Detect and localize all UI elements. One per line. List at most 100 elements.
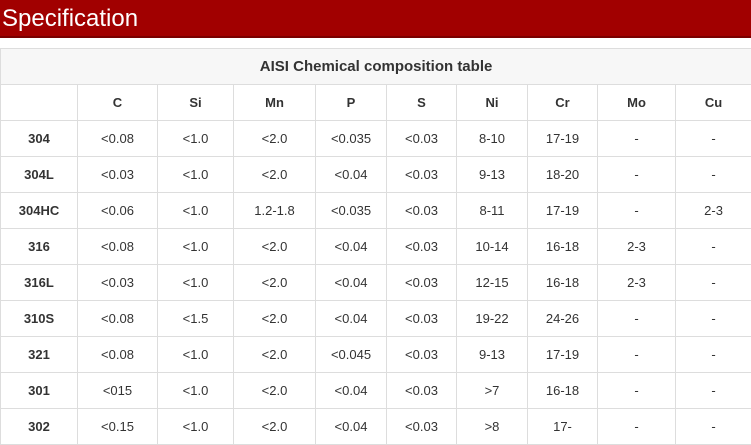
value-cell: - [597,120,676,157]
table-row: 301 <015 <1.0 <2.0 <0.04 <0.03 >7 16-18- - [0,372,751,409]
value-cell: <0.04 [315,372,387,409]
value-cell: >8 [456,408,528,445]
value-cell: <1.0 [157,336,234,373]
table-row: 310S <0.08 <1.5 <2.0 <0.04 <0.03 19-22 24-26- - [0,300,751,337]
value-cell: <0.03 [77,156,158,193]
grade-cell: 310S [0,300,78,337]
value-cell: <0.03 [386,372,457,409]
value-cell: 18-20 [527,156,598,193]
column-header: Cu [674,84,751,121]
value-cell: <0.03 [386,336,457,373]
value-cell: - [597,408,676,445]
grade-cell: 321 [0,336,78,373]
value-cell: <2.0 [233,264,316,301]
table-row: 316L <0.03 <1.0 <2.0 <0.04 <0.03 12-15 16-18 2-3… [0,264,751,301]
value-cell: >7 [456,372,528,409]
value-cell: <0.03 [386,156,457,193]
value-cell: - [674,408,751,445]
value-cell: 12-15 [456,264,528,301]
column-header: C [77,84,158,121]
value-cell: <1.0 [157,120,234,157]
value-cell: <2.0 [233,372,316,409]
grade-cell: 316L [0,264,78,301]
value-cell: <0.04 [315,156,387,193]
column-header: Cr [527,84,598,121]
value-cell: - [674,300,751,337]
table-row: 321 <0.08 <1.0 <2.0 <0.045 <0.03 9-13 17-19- - [0,336,751,373]
value-cell: <0.03 [386,264,457,301]
column-header: Ni [456,84,528,121]
value-cell: <1.5 [157,300,234,337]
value-cell: <0.03 [386,192,457,229]
header-row: C Si Mn P S Ni Cr Mo Cu [0,84,751,121]
value-cell: <0.035 [315,192,387,229]
table-row: 316 <0.08 <1.0 <2.0 <0.04 <0.03 10-14 16-18 2-3- [0,228,751,265]
header-bar: Specification [0,0,751,38]
caption-row: AISI Chemical composition table [0,48,751,85]
value-cell: <2.0 [233,300,316,337]
value-cell: 17-19 [527,192,598,229]
composition-table: AISI Chemical composition table C Si Mn P S Ni… [0,48,751,445]
value-cell: 16-18 [527,264,598,301]
table-row: 304 <0.08 <1.0 <2.0 <0.035 <0.03 8-10 17-19- - [0,120,751,157]
value-cell: <1.0 [157,192,234,229]
table-row: 304HC <0.06 <1.0 1.2-1.8 <0.035 <0.03 8-11 17-1… [0,192,751,229]
value-cell: 17-19 [527,336,598,373]
value-cell: 1.2-1.8 [233,192,316,229]
value-cell: - [674,156,751,193]
value-cell: <2.0 [233,336,316,373]
value-cell: <2.0 [233,156,316,193]
value-cell: <1.0 [157,156,234,193]
value-cell: <2.0 [233,408,316,445]
value-cell: 2-3 [597,228,676,265]
value-cell: <0.08 [77,228,158,265]
value-cell: <0.08 [77,336,158,373]
value-cell: <2.0 [233,120,316,157]
value-cell: - [674,228,751,265]
value-cell: <1.0 [157,408,234,445]
value-cell: <1.0 [157,372,234,409]
value-cell: 2-3 [597,264,676,301]
value-cell: 17- [527,408,598,445]
value-cell: 10-14 [456,228,528,265]
column-header: Mn [233,84,316,121]
value-cell: 19-22 [456,300,528,337]
value-cell: <1.0 [157,264,234,301]
column-header: S [386,84,457,121]
corner-cell [0,84,78,121]
value-cell: <015 [77,372,158,409]
value-cell: <0.03 [386,228,457,265]
table-row: 302 <0.15 <1.0 <2.0 <0.04 <0.03 >8 17- - - [0,408,751,445]
value-cell: - [674,336,751,373]
value-cell: 16-18 [527,372,598,409]
table-body: AISI Chemical composition table C Si Mn P S Ni… [0,48,751,445]
value-cell: <0.03 [386,300,457,337]
value-cell: - [674,120,751,157]
value-cell: <0.03 [386,408,457,445]
value-cell: <0.04 [315,300,387,337]
value-cell: <0.03 [386,120,457,157]
value-cell: <0.08 [77,120,158,157]
value-cell: 17-19 [527,120,598,157]
value-cell: <0.04 [315,228,387,265]
grade-cell: 304L [0,156,78,193]
value-cell: <0.08 [77,300,158,337]
column-header: Si [157,84,234,121]
value-cell: <2.0 [233,228,316,265]
value-cell: <0.15 [77,408,158,445]
value-cell: 2-3 [674,192,751,229]
value-cell: - [597,300,676,337]
value-cell: - [674,372,751,409]
value-cell: <0.06 [77,192,158,229]
value-cell: <1.0 [157,228,234,265]
grade-cell: 301 [0,372,78,409]
value-cell: 8-11 [456,192,528,229]
value-cell: - [597,192,676,229]
value-cell: - [674,264,751,301]
value-cell: - [597,336,676,373]
table-caption: AISI Chemical composition table [0,48,751,85]
value-cell: 16-18 [527,228,598,265]
value-cell: <0.03 [77,264,158,301]
column-header: Mo [597,84,676,121]
